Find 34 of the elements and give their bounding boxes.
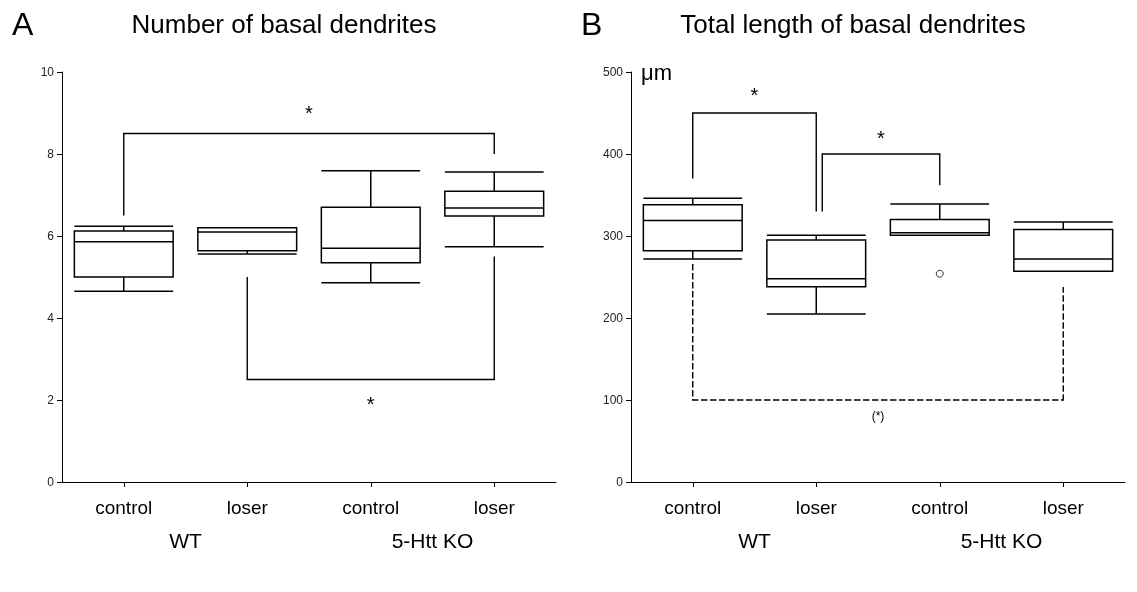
annotation: * bbox=[750, 83, 759, 106]
y-tick-label: 500 bbox=[602, 65, 624, 79]
text: WT bbox=[738, 528, 771, 552]
x-tick-label: control bbox=[911, 497, 969, 518]
annotation: * bbox=[366, 393, 375, 416]
y-tick-label: 100 bbox=[602, 393, 624, 407]
y-tick-label: 0 bbox=[616, 475, 624, 489]
y-tick-label: 0 bbox=[47, 475, 55, 489]
y-tick-label: 300 bbox=[602, 229, 624, 243]
x-tick-label: loser bbox=[226, 497, 269, 518]
x-tick-label: control bbox=[95, 497, 153, 518]
text: 5-Htt KO bbox=[960, 528, 1043, 552]
y-tick-label: 8 bbox=[47, 147, 55, 161]
x-tick-label: control bbox=[342, 497, 400, 518]
text: WT bbox=[169, 528, 202, 552]
text: A bbox=[12, 6, 34, 42]
annotation: * bbox=[305, 102, 314, 124]
x-tick-label: loser bbox=[473, 497, 516, 518]
x-tick-label: loser bbox=[795, 497, 838, 518]
annotation: (*) bbox=[871, 409, 885, 424]
chart-title: Total length of basal dendrites bbox=[680, 9, 1026, 39]
x-tick-label: control bbox=[664, 497, 722, 518]
y-tick-label: 2 bbox=[47, 393, 55, 407]
chart-title: Number of basal dendrites bbox=[131, 9, 437, 39]
x-tick-label: loser bbox=[1042, 497, 1085, 518]
y-tick-label: 400 bbox=[602, 147, 624, 161]
annotation: * bbox=[877, 126, 886, 149]
text: B bbox=[581, 6, 603, 42]
text: 5-Htt KO bbox=[391, 528, 474, 552]
y-tick-label: 10 bbox=[40, 65, 55, 79]
y-tick-label: 200 bbox=[602, 311, 624, 325]
y-tick-label: 6 bbox=[47, 229, 55, 243]
y-axis-title: μm bbox=[641, 59, 673, 85]
y-tick-label: 4 bbox=[47, 311, 55, 325]
